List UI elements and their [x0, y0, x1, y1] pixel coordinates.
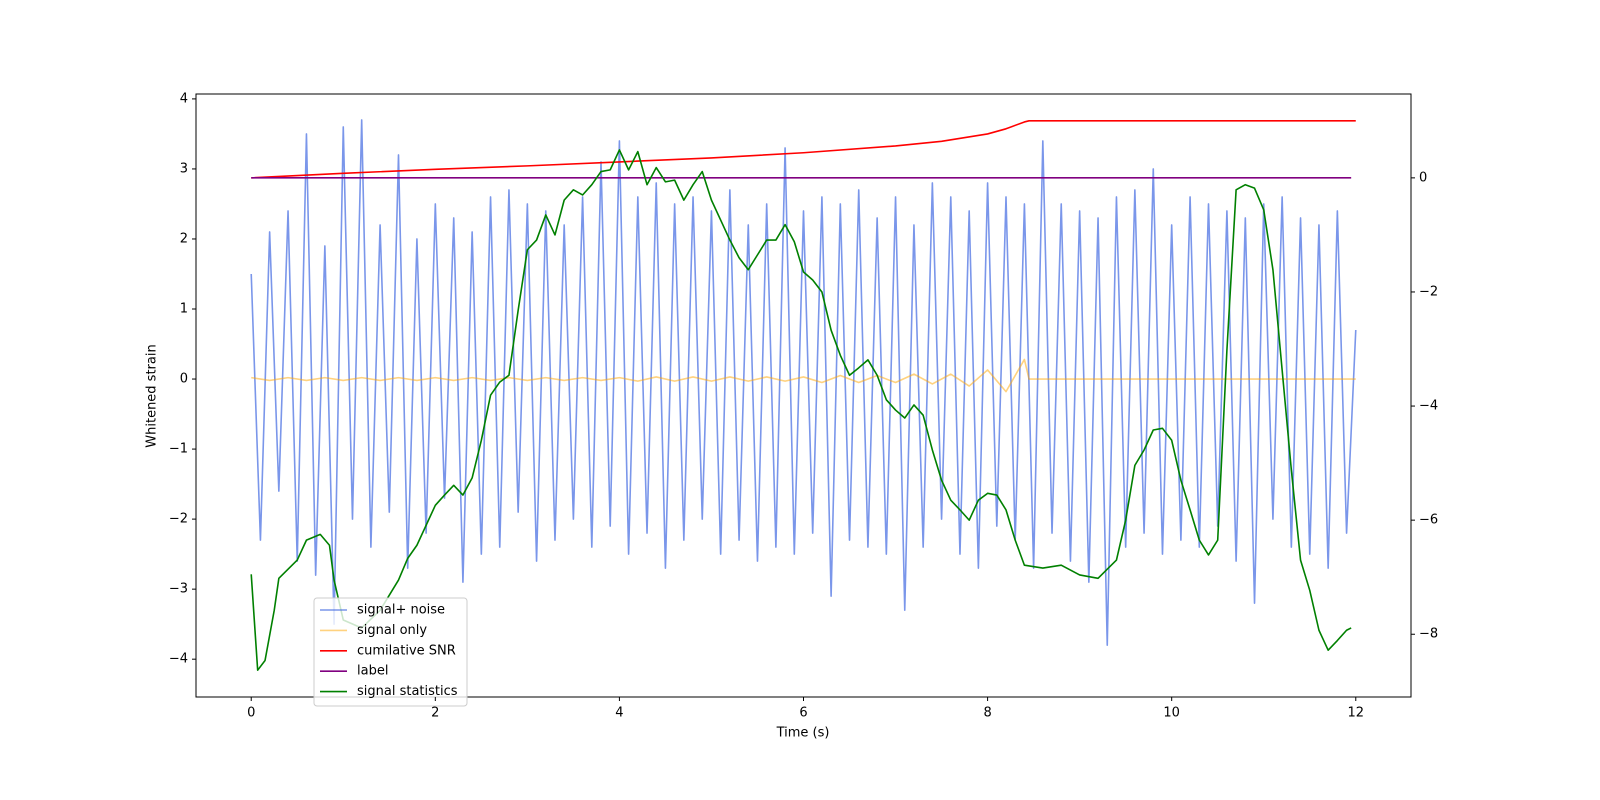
- y-tick-label: 2: [180, 231, 188, 246]
- x-tick-label: 6: [799, 706, 807, 721]
- x-tick-label: 10: [1163, 706, 1180, 721]
- y-tick-label: 4: [180, 91, 188, 106]
- legend-frame: [313, 597, 468, 707]
- y-tick-label: 3: [180, 161, 188, 176]
- plot-area: [250, 119, 1357, 671]
- y2-tick-label: −2: [1419, 284, 1438, 299]
- x-tick-label: 12: [1347, 706, 1364, 721]
- y-axis-label: Whitened strain: [145, 344, 160, 447]
- x-tick-label: 2: [431, 706, 439, 721]
- legend-label: signal only: [357, 623, 427, 638]
- y-tick-label: 0: [180, 372, 188, 387]
- x-axis-label: Time (s): [776, 726, 830, 741]
- y-tick-label: −2: [169, 512, 188, 527]
- legend-label: cumilative SNR: [357, 643, 456, 658]
- y2-tick-label: 0: [1419, 170, 1427, 185]
- y-tick-label: −1: [169, 442, 188, 457]
- series-line: [250, 119, 1357, 646]
- legend-label: signal statistics: [357, 684, 458, 699]
- legend-label: signal+ noise: [357, 603, 445, 618]
- series-line: [251, 120, 1356, 179]
- y-tick-label: −4: [169, 652, 188, 667]
- legend-label: label: [357, 664, 388, 679]
- series-line: [250, 149, 1352, 671]
- y2-tick-label: −4: [1419, 399, 1438, 414]
- y-tick-label: −3: [169, 582, 188, 597]
- y2-tick-label: −8: [1419, 627, 1438, 642]
- x-tick-label: 8: [983, 706, 991, 721]
- x-tick-label: 0: [247, 706, 255, 721]
- y-tick-label: 1: [180, 302, 188, 317]
- legend: signal+ noise signal only cumilative SNR la…: [313, 597, 468, 707]
- series-line: [251, 358, 1356, 393]
- x-tick-label: 4: [615, 706, 623, 721]
- y2-tick-label: −6: [1419, 513, 1438, 528]
